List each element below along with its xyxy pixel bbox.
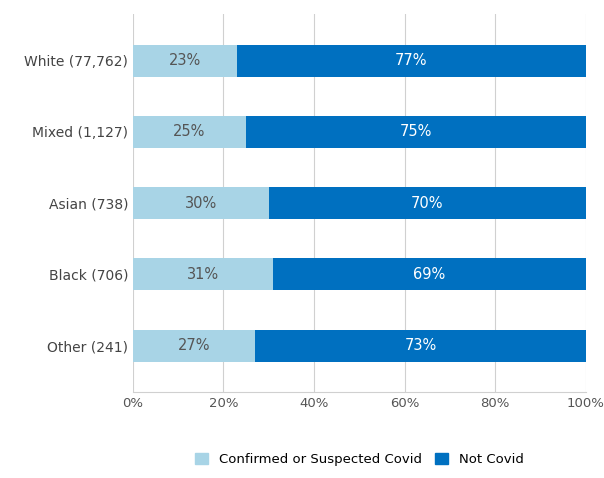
Bar — [255, 330, 586, 362]
Text: 73%: 73% — [405, 338, 437, 353]
Text: 25%: 25% — [173, 124, 206, 140]
Legend: Confirmed or Suspected Covid, Not Covid: Confirmed or Suspected Covid, Not Covid — [190, 448, 529, 471]
Bar — [246, 116, 586, 148]
Text: 31%: 31% — [187, 267, 219, 282]
Bar — [237, 44, 586, 76]
Bar — [133, 259, 273, 291]
Bar — [273, 259, 586, 291]
Text: 69%: 69% — [414, 267, 446, 282]
Bar — [133, 116, 246, 148]
Text: 23%: 23% — [169, 53, 201, 68]
Text: 27%: 27% — [178, 338, 210, 353]
Text: 30%: 30% — [185, 196, 217, 211]
Bar — [133, 330, 255, 362]
Text: 75%: 75% — [400, 124, 432, 140]
Bar — [133, 187, 269, 219]
Text: 70%: 70% — [411, 196, 443, 211]
Text: 77%: 77% — [395, 53, 428, 68]
Bar — [269, 187, 586, 219]
Bar — [133, 44, 237, 76]
